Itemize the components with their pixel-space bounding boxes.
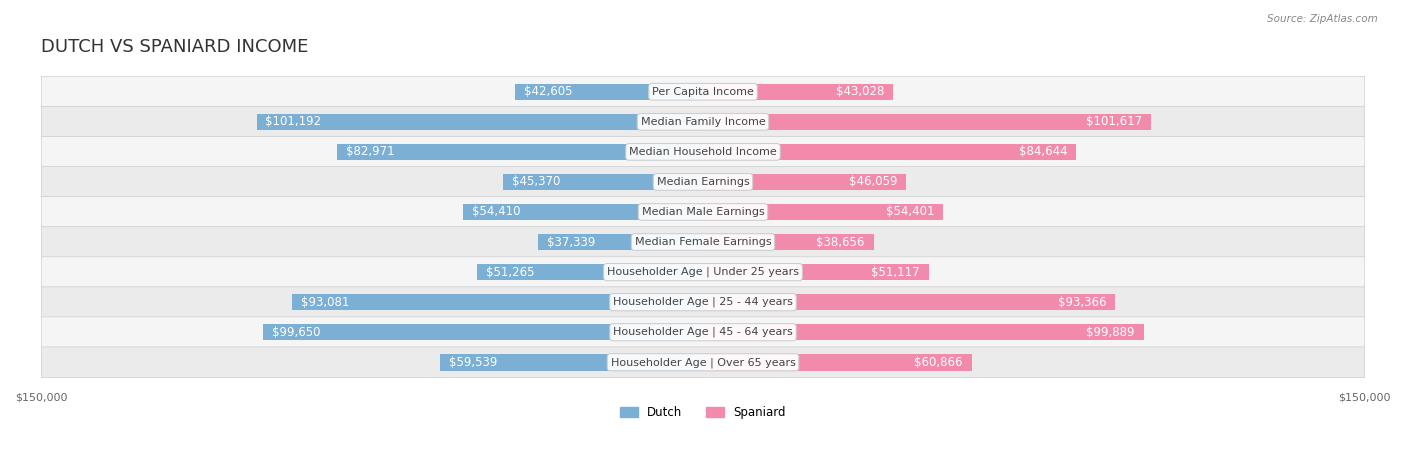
Text: $42,605: $42,605 [524, 85, 572, 98]
Text: $54,401: $54,401 [886, 205, 934, 219]
Text: Source: ZipAtlas.com: Source: ZipAtlas.com [1267, 14, 1378, 24]
Bar [703, 204, 943, 220]
Bar [703, 264, 928, 280]
Text: $46,059: $46,059 [849, 176, 897, 189]
Bar [703, 234, 873, 250]
Text: $59,539: $59,539 [449, 356, 498, 369]
Bar [337, 144, 703, 160]
Bar [538, 234, 703, 250]
Bar [263, 324, 703, 340]
Bar [703, 174, 907, 190]
FancyBboxPatch shape [41, 77, 1365, 107]
FancyBboxPatch shape [41, 167, 1365, 197]
Bar [703, 84, 893, 100]
Text: Median Household Income: Median Household Income [628, 147, 778, 157]
Text: $101,617: $101,617 [1087, 115, 1143, 128]
FancyBboxPatch shape [41, 287, 1365, 318]
FancyBboxPatch shape [41, 106, 1365, 137]
Text: $45,370: $45,370 [512, 176, 560, 189]
FancyBboxPatch shape [41, 136, 1365, 167]
Text: Householder Age | Over 65 years: Householder Age | Over 65 years [610, 357, 796, 368]
Text: $38,656: $38,656 [817, 235, 865, 248]
Text: $101,192: $101,192 [266, 115, 322, 128]
Text: $37,339: $37,339 [547, 235, 596, 248]
Text: Median Male Earnings: Median Male Earnings [641, 207, 765, 217]
Text: $51,265: $51,265 [485, 266, 534, 279]
Text: Median Family Income: Median Family Income [641, 117, 765, 127]
Text: $82,971: $82,971 [346, 145, 395, 158]
Text: $93,366: $93,366 [1057, 296, 1107, 309]
Text: $84,644: $84,644 [1019, 145, 1067, 158]
Text: $93,081: $93,081 [301, 296, 350, 309]
Text: $43,028: $43,028 [835, 85, 884, 98]
Text: Median Earnings: Median Earnings [657, 177, 749, 187]
Text: Median Female Earnings: Median Female Earnings [634, 237, 772, 247]
Bar [703, 144, 1077, 160]
Bar [515, 84, 703, 100]
Text: Householder Age | Under 25 years: Householder Age | Under 25 years [607, 267, 799, 277]
Bar [440, 354, 703, 370]
Text: $54,410: $54,410 [472, 205, 520, 219]
Bar [703, 113, 1152, 130]
FancyBboxPatch shape [41, 197, 1365, 227]
Bar [477, 264, 703, 280]
Text: $99,889: $99,889 [1087, 325, 1135, 339]
FancyBboxPatch shape [41, 226, 1365, 257]
FancyBboxPatch shape [41, 317, 1365, 347]
Text: Householder Age | 45 - 64 years: Householder Age | 45 - 64 years [613, 327, 793, 338]
Bar [703, 354, 972, 370]
FancyBboxPatch shape [41, 257, 1365, 287]
Text: $99,650: $99,650 [273, 325, 321, 339]
Text: $60,866: $60,866 [914, 356, 963, 369]
Text: $51,117: $51,117 [872, 266, 920, 279]
Text: Per Capita Income: Per Capita Income [652, 87, 754, 97]
Bar [292, 294, 703, 311]
Text: Householder Age | 25 - 44 years: Householder Age | 25 - 44 years [613, 297, 793, 307]
Bar [703, 324, 1143, 340]
Bar [503, 174, 703, 190]
FancyBboxPatch shape [41, 347, 1365, 378]
Legend: Dutch, Spaniard: Dutch, Spaniard [616, 401, 790, 424]
Text: DUTCH VS SPANIARD INCOME: DUTCH VS SPANIARD INCOME [41, 38, 309, 57]
Bar [703, 294, 1115, 311]
Bar [256, 113, 703, 130]
Bar [463, 204, 703, 220]
